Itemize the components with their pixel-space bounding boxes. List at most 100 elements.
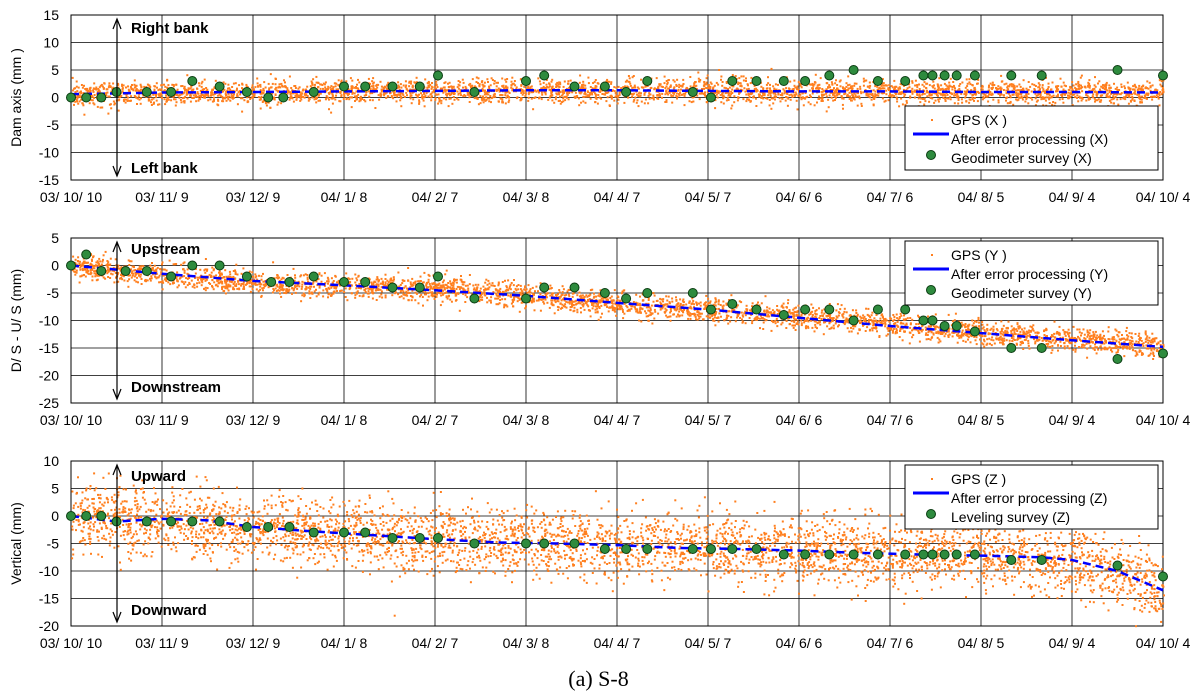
gps-point [558,86,561,88]
gps-point [545,88,548,90]
gps-point [78,100,81,103]
gps-point [241,87,243,90]
gps-point [931,85,934,88]
gps-point [836,91,839,94]
gps-point [1047,342,1050,345]
gps-point [846,327,849,330]
survey-point [339,81,349,92]
gps-point [1105,81,1108,84]
survey-markers-series [66,65,1168,103]
gps-point [338,91,340,94]
gps-point [483,91,486,94]
gps-point [328,98,330,101]
gps-point [112,266,115,269]
gps-point [501,298,504,301]
gps-point [226,89,229,92]
gps-point [425,293,427,296]
gps-point [733,95,736,98]
y-tick-label: 10 [43,35,59,51]
gps-point [953,94,956,97]
gps-point [854,96,857,98]
gps-point [360,287,362,290]
gps-point [1098,100,1101,103]
gps-point [1050,351,1053,354]
gps-point [436,86,439,88]
gps-point [1133,88,1136,91]
gps-point [1054,101,1057,104]
gps-point [1134,350,1137,352]
gps-point [359,95,362,98]
gps-point [666,83,669,86]
gps-point [1122,97,1125,100]
gps-point [319,92,322,95]
gps-point [544,91,547,94]
gps-point [813,83,816,86]
gps-point [685,86,688,89]
gps-point [933,87,936,90]
gps-point [936,91,939,94]
gps-point [825,95,828,98]
gps-point [651,97,653,100]
gps-point [843,93,846,96]
gps-point [105,94,108,97]
gps-point [73,103,75,106]
gps-point [225,93,228,96]
gps-point [1160,80,1163,83]
gps-point [488,286,491,289]
gps-point [241,83,244,86]
gps-point [682,83,685,85]
gps-point [1125,345,1128,348]
gps-point [490,101,492,104]
gps-point [330,97,333,100]
gps-point [597,94,600,96]
gps-point [789,80,792,83]
gps-point [817,88,820,91]
gps-point [996,88,999,91]
gps-point [340,79,343,82]
gps-point [919,101,922,104]
gps-point [1157,96,1159,98]
gps-point [553,299,556,302]
gps-point [452,96,455,98]
gps-point [125,95,128,97]
gps-point [899,91,902,94]
gps-point [227,87,229,90]
gps-point [762,88,765,91]
gps-point [1101,86,1104,89]
gps-point [75,98,78,101]
gps-point [677,305,680,308]
gps-point [739,88,742,91]
gps-point [529,87,532,90]
gps-point [319,99,321,102]
gps-point [793,93,796,96]
gps-point [1144,333,1147,336]
gps-point [797,88,800,91]
gps-point [281,84,284,87]
gps-point [1108,99,1111,102]
gps-point [294,286,297,289]
gps-point [175,101,178,104]
gps-point [759,317,761,320]
gps-point [130,95,133,98]
gps-point [953,92,956,95]
gps-point [483,81,486,84]
gps-point [150,101,152,104]
gps-point [548,82,550,85]
gps-point [93,103,96,106]
gps-point [584,84,587,87]
gps-point [422,99,425,102]
gps-point [785,87,788,90]
gps-point [311,82,314,85]
gps-point [198,281,201,284]
gps-point [623,101,626,104]
gps-point [958,87,961,90]
gps-point [1103,342,1106,345]
gps-point [85,271,88,274]
gps-point [634,86,637,89]
gps-point [449,286,451,289]
gps-point [960,98,963,101]
gps-point [990,87,993,90]
gps-point [762,97,765,100]
gps-point [809,103,812,106]
gps-point [195,100,198,103]
